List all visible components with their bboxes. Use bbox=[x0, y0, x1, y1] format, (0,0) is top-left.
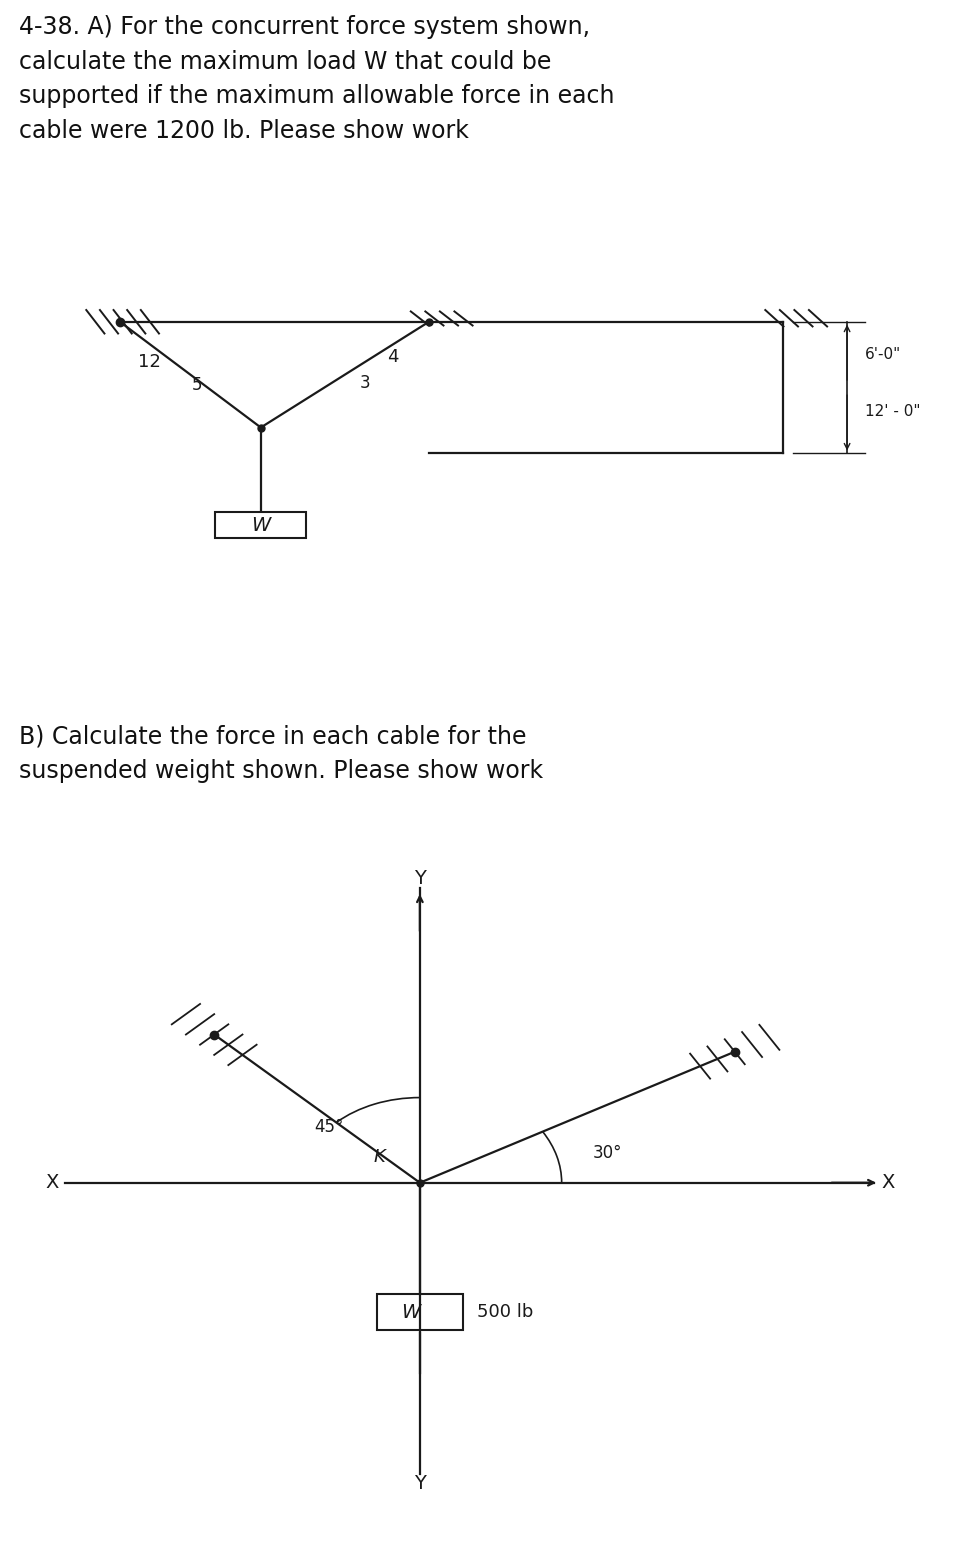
Text: K: K bbox=[373, 1148, 385, 1165]
Text: 30°: 30° bbox=[593, 1145, 622, 1162]
Text: 4: 4 bbox=[387, 348, 398, 367]
Text: X: X bbox=[45, 1173, 58, 1193]
Text: Y: Y bbox=[414, 869, 425, 888]
Text: W: W bbox=[251, 516, 271, 535]
Text: 500 lb: 500 lb bbox=[477, 1304, 533, 1321]
Text: 12' - 0": 12' - 0" bbox=[865, 404, 921, 419]
Text: 12: 12 bbox=[138, 353, 161, 371]
Text: 5: 5 bbox=[191, 376, 202, 394]
Text: 45°: 45° bbox=[314, 1119, 343, 1136]
Text: 6'-0": 6'-0" bbox=[865, 347, 901, 362]
Text: 4-38. A) For the concurrent force system shown,
calculate the maximum load W tha: 4-38. A) For the concurrent force system… bbox=[19, 15, 615, 143]
Text: W: W bbox=[401, 1302, 421, 1322]
Text: Y: Y bbox=[414, 1475, 425, 1493]
Text: X: X bbox=[881, 1173, 894, 1193]
Text: 3: 3 bbox=[360, 374, 370, 391]
Bar bbox=[216, 512, 307, 538]
Bar bbox=[377, 1294, 463, 1330]
Text: B) Calculate the force in each cable for the
suspended weight shown. Please show: B) Calculate the force in each cable for… bbox=[19, 724, 543, 783]
